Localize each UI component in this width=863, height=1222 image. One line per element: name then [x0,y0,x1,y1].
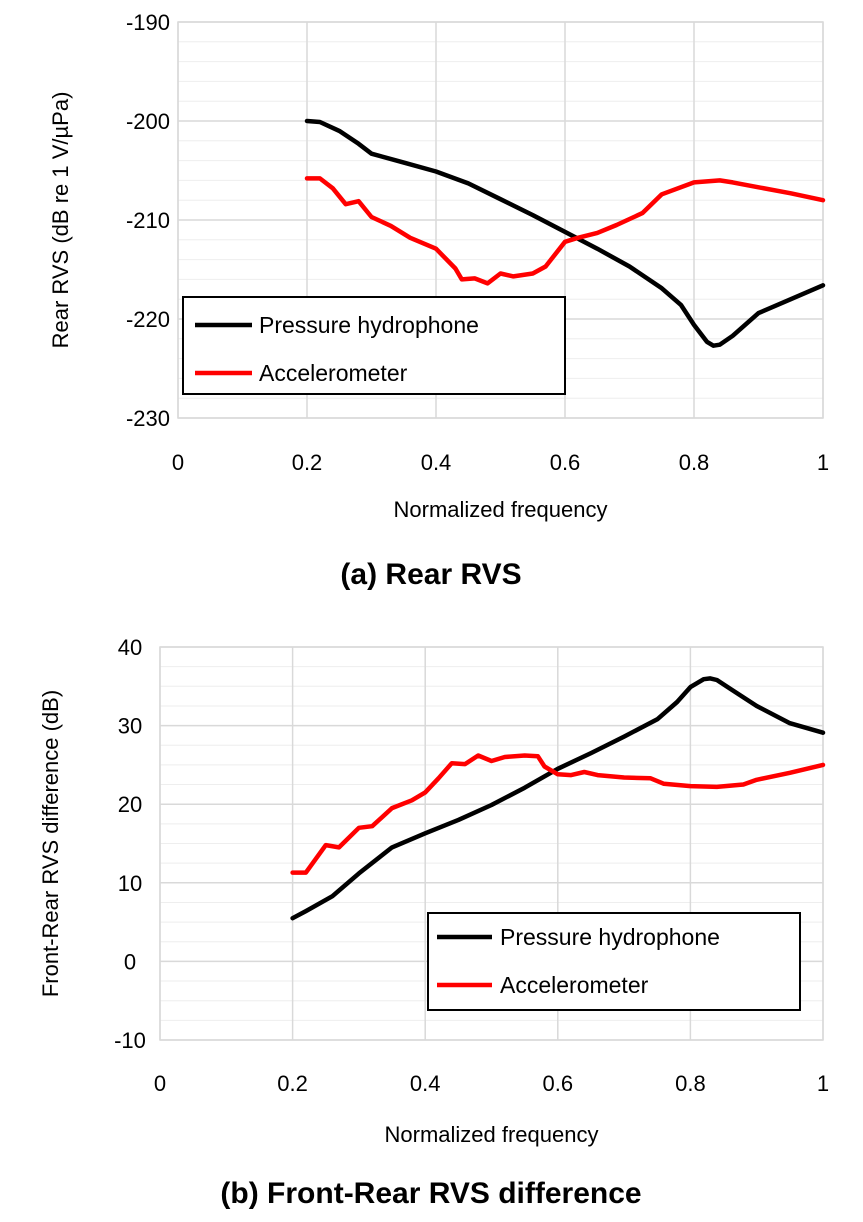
y-tick-label: -210 [126,208,170,233]
x-axis-label: Normalized frequency [394,497,608,522]
chart-rear-rvs: -190 -200 -210 -220 -230 0 0.2 0.4 0.6 0.8 1 Norm… [48,10,829,591]
x-axis-label: Normalized frequency [385,1122,599,1147]
y-axis-label: Front-Rear RVS difference (dB) [38,690,63,997]
x-tick-label: 0.2 [292,450,323,475]
y-tick-label: 10 [118,871,142,896]
x-tick-label: 0.6 [550,450,581,475]
series-line-accelerometer [304,176,826,286]
y-tick-label: -200 [126,109,170,134]
y-tick-label: -220 [126,307,170,332]
y-tick-label: -230 [126,406,170,431]
series-line-pressure-hydrophone [290,676,826,921]
y-tick-label: 40 [118,635,142,660]
legend: Pressure hydrophone Accelerometer [427,912,801,1011]
legend-label-pressure-hydrophone: Pressure hydrophone [259,312,479,338]
plot-area-frame [177,21,824,419]
x-tick-label: 0 [172,450,184,475]
chart-caption: (b) Front-Rear RVS difference [220,1177,641,1210]
legend: Pressure hydrophone Accelerometer [182,296,566,395]
y-tick-label: 30 [118,714,142,739]
legend-box [427,912,801,1011]
y-tick-label: -10 [114,1028,146,1053]
x-tick-label: 0.8 [679,450,710,475]
y-tick-label: -190 [126,10,170,35]
x-tick-label: 1 [817,1071,829,1096]
y-tick-label: 0 [124,949,136,974]
legend-label-pressure-hydrophone: Pressure hydrophone [500,924,720,950]
y-axis-label: Rear RVS (dB re 1 V/µPa) [48,92,73,349]
series-line-accelerometer [290,753,826,875]
x-tick-label: 0.2 [277,1071,308,1096]
chart-front-rear-rvs-difference: 40 30 20 10 0 -10 0 0.2 0.4 0.6 0.8 1 Normalized f… [38,635,829,1210]
x-tick-label: 0.6 [543,1071,574,1096]
legend-box [182,296,566,395]
x-tick-label: 0 [154,1071,166,1096]
x-tick-label: 1 [817,450,829,475]
x-tick-label: 0.8 [675,1071,706,1096]
plot-area-frame [159,646,824,1041]
x-tick-label: 0.4 [410,1071,441,1096]
legend-label-accelerometer: Accelerometer [259,360,408,386]
legend-label-accelerometer: Accelerometer [500,972,649,998]
chart-caption: (a) Rear RVS [340,558,521,591]
y-tick-label: 20 [118,792,142,817]
x-tick-label: 0.4 [421,450,452,475]
series-line-pressure-hydrophone [304,118,826,348]
